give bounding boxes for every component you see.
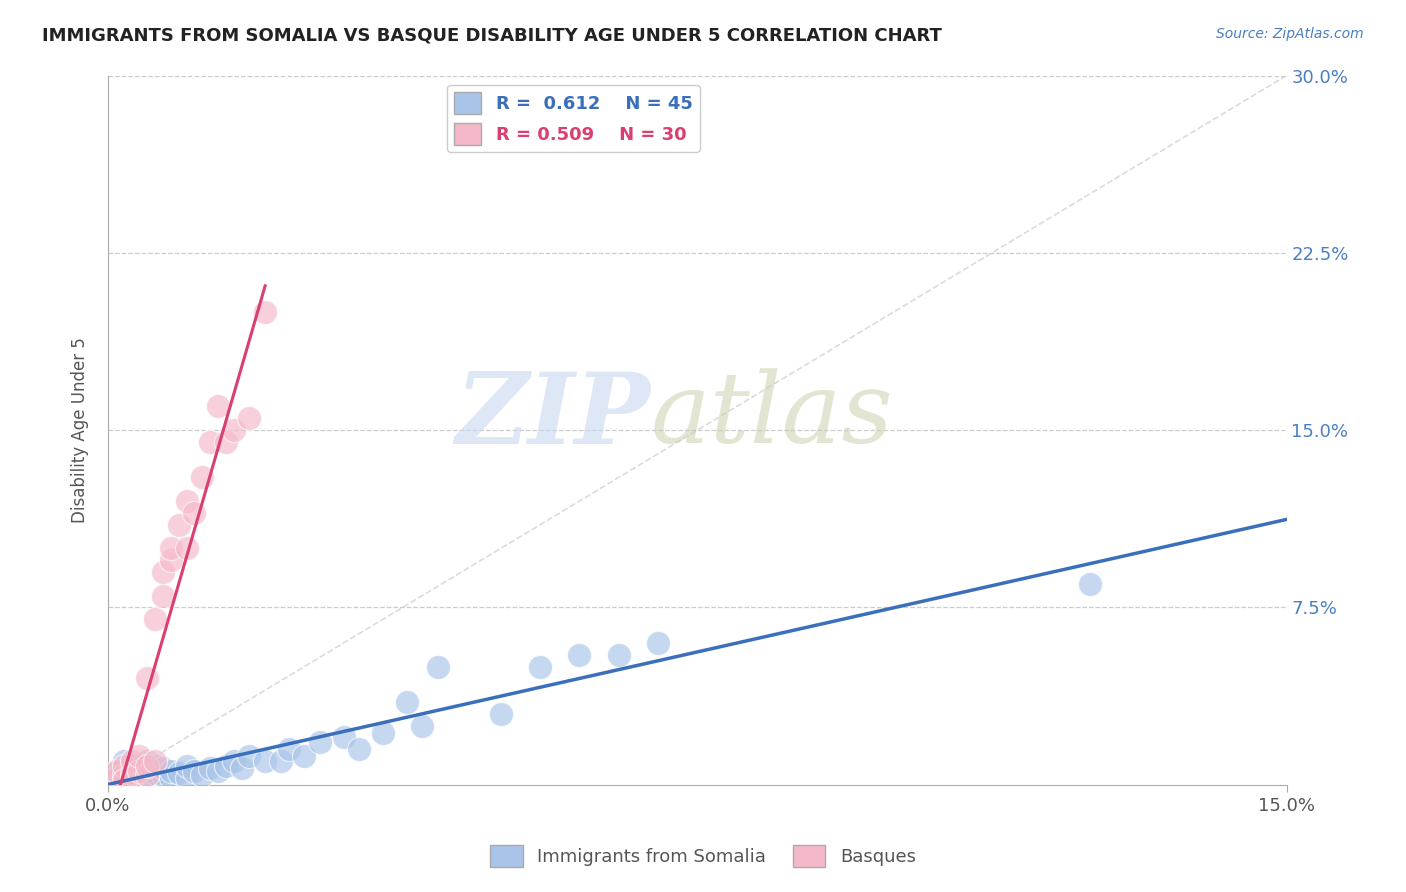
Text: Source: ZipAtlas.com: Source: ZipAtlas.com — [1216, 27, 1364, 41]
Point — [136, 772, 159, 787]
Point — [121, 759, 143, 773]
Point — [160, 771, 183, 785]
Point — [176, 541, 198, 556]
Point — [411, 719, 433, 733]
Legend: Immigrants from Somalia, Basques: Immigrants from Somalia, Basques — [482, 838, 924, 874]
Legend: R =  0.612    N = 45, R = 0.509    N = 30: R = 0.612 N = 45, R = 0.509 N = 30 — [447, 85, 700, 152]
Point — [136, 672, 159, 686]
Point — [152, 565, 174, 579]
Point — [176, 759, 198, 773]
Point — [167, 517, 190, 532]
Point — [167, 766, 190, 780]
Point — [215, 434, 238, 449]
Text: IMMIGRANTS FROM SOMALIA VS BASQUE DISABILITY AGE UNDER 5 CORRELATION CHART: IMMIGRANTS FROM SOMALIA VS BASQUE DISABI… — [42, 27, 942, 45]
Point — [121, 754, 143, 768]
Point — [207, 400, 229, 414]
Point — [254, 754, 277, 768]
Point — [529, 659, 551, 673]
Point — [136, 768, 159, 782]
Point — [191, 470, 214, 484]
Point — [371, 725, 394, 739]
Point — [112, 768, 135, 782]
Point — [238, 411, 260, 425]
Point — [395, 695, 418, 709]
Point — [104, 764, 127, 778]
Point — [207, 764, 229, 778]
Point — [128, 764, 150, 778]
Point — [143, 612, 166, 626]
Point — [231, 761, 253, 775]
Y-axis label: Disability Age Under 5: Disability Age Under 5 — [72, 337, 89, 523]
Point — [1078, 576, 1101, 591]
Point — [136, 768, 159, 782]
Point — [104, 766, 127, 780]
Point — [568, 648, 591, 662]
Point — [198, 434, 221, 449]
Point — [121, 764, 143, 778]
Point — [112, 772, 135, 787]
Point — [254, 305, 277, 319]
Point — [160, 764, 183, 778]
Point — [136, 759, 159, 773]
Text: ZIP: ZIP — [456, 368, 650, 464]
Point — [222, 423, 245, 437]
Point — [143, 766, 166, 780]
Point — [489, 706, 512, 721]
Point — [128, 749, 150, 764]
Text: atlas: atlas — [650, 368, 893, 464]
Point — [183, 764, 205, 778]
Point — [143, 754, 166, 768]
Point — [647, 636, 669, 650]
Point — [152, 768, 174, 782]
Point — [128, 766, 150, 780]
Point — [309, 735, 332, 749]
Point — [222, 754, 245, 768]
Point — [270, 754, 292, 768]
Point — [143, 759, 166, 773]
Point — [349, 742, 371, 756]
Point — [607, 648, 630, 662]
Point — [332, 731, 354, 745]
Point — [294, 749, 316, 764]
Point — [215, 759, 238, 773]
Point — [121, 768, 143, 782]
Point — [128, 761, 150, 775]
Point — [112, 759, 135, 773]
Point — [191, 768, 214, 782]
Point — [104, 771, 127, 785]
Point — [176, 494, 198, 508]
Point — [112, 771, 135, 785]
Point — [183, 506, 205, 520]
Point — [277, 742, 299, 756]
Point — [121, 766, 143, 780]
Point — [136, 754, 159, 768]
Point — [176, 771, 198, 785]
Point — [427, 659, 450, 673]
Point — [152, 761, 174, 775]
Point — [152, 589, 174, 603]
Point — [160, 541, 183, 556]
Point — [238, 749, 260, 764]
Point — [198, 761, 221, 775]
Point — [160, 553, 183, 567]
Point — [121, 771, 143, 785]
Point — [112, 754, 135, 768]
